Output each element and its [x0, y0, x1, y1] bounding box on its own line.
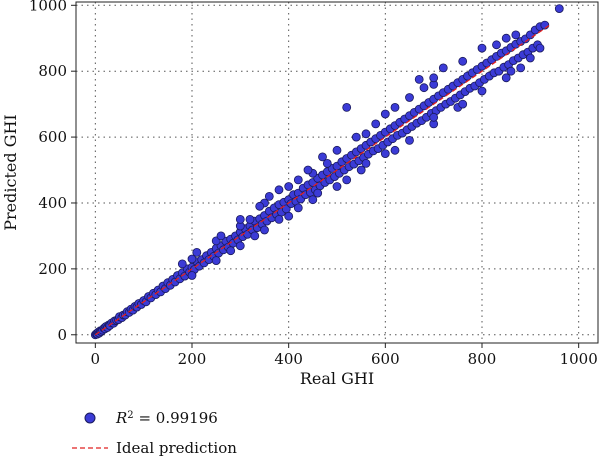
scatter-point [477, 43, 487, 53]
x-tick-label: 800 [468, 350, 497, 368]
scatter-point [477, 86, 487, 96]
scatter-point [501, 33, 511, 43]
scatter-point [429, 73, 439, 83]
ideal-prediction-line [94, 24, 551, 336]
scatter-point [187, 254, 197, 264]
legend-r-symbol: R [115, 409, 127, 427]
scatter-point [380, 149, 390, 159]
scatter-point [332, 182, 342, 191]
scatter-point [554, 4, 564, 14]
scatter-point [525, 53, 535, 63]
scatter-point [255, 201, 265, 211]
x-tick-label: 400 [274, 350, 303, 368]
scatter-point [308, 195, 318, 205]
scatter-point [380, 109, 390, 119]
scatter-point [501, 73, 511, 83]
scatter-point [414, 75, 424, 84]
scatter-point [293, 203, 303, 213]
scatter-point [192, 247, 202, 257]
plot-frame [75, 1, 599, 344]
y-tick-label: 0 [57, 326, 67, 344]
legend: R2 = 0.99196 Ideal prediction [72, 409, 237, 457]
axis-ticks: 0 200 400 600 800 1000 0 200 400 600 800 1000 [29, 0, 598, 368]
scatter-point [351, 132, 361, 142]
x-tick-label: 1000 [560, 350, 598, 368]
scatter-point [284, 211, 294, 221]
scatter-point [293, 175, 303, 185]
scatter-point [342, 175, 352, 185]
y-tick-label: 400 [38, 194, 67, 212]
legend-r-value: = 0.99196 [134, 409, 218, 427]
scatter-point [318, 152, 327, 162]
scatter-point [506, 66, 516, 76]
scatter-point [284, 182, 294, 191]
scatter-point [274, 185, 284, 195]
scatter-point [211, 256, 221, 266]
y-tick-label: 600 [38, 128, 67, 146]
scatter-point [458, 99, 468, 109]
scatter-point [516, 63, 526, 73]
legend-ideal-label: Ideal prediction [116, 439, 237, 457]
scatter-point [511, 30, 521, 40]
scatter-point [216, 231, 226, 241]
x-axis-title: Real GHI [300, 369, 374, 388]
scatter-point [390, 145, 400, 155]
scatter-point [390, 103, 400, 112]
ideal-line-layer [94, 24, 551, 336]
scatter-point [356, 165, 366, 175]
scatter-point [177, 259, 187, 269]
scatter-point [429, 112, 439, 122]
scatter-point [371, 119, 381, 129]
scatter-point [235, 214, 245, 224]
scatter-point [492, 40, 501, 50]
scatter-point [361, 129, 371, 139]
scatter-point [260, 225, 269, 235]
scatter-point [332, 145, 342, 155]
legend-r-superscript: 2 [127, 410, 133, 421]
legend-scatter-marker [84, 412, 96, 424]
scatter-point [303, 165, 313, 175]
scatter-point [535, 43, 545, 53]
y-tick-label: 800 [38, 62, 67, 80]
y-tick-label: 1000 [29, 0, 67, 14]
y-tick-label: 200 [38, 260, 67, 278]
scatter-point [405, 93, 414, 102]
scatter-point [342, 103, 352, 112]
scatter-point [458, 56, 468, 66]
scatter-point [226, 246, 236, 256]
legend-scatter-label: R2 = 0.99196 [115, 409, 218, 427]
scatter-point [361, 158, 371, 168]
scatter-point [250, 231, 260, 241]
x-tick-label: 200 [178, 350, 207, 368]
scatter-point [274, 214, 284, 224]
y-axis-title: Predicted GHI [1, 114, 20, 230]
scatter-point [419, 83, 429, 93]
scatter-point [313, 188, 323, 198]
scatter-point [264, 191, 274, 201]
scatter-point [235, 241, 245, 251]
scatter-point [322, 158, 332, 168]
scatter-point [245, 214, 255, 224]
x-tick-label: 600 [371, 350, 400, 368]
scatter-point [187, 271, 197, 280]
scatter-point [405, 135, 414, 145]
scatter-point [438, 63, 448, 73]
x-tick-label: 0 [91, 350, 101, 368]
